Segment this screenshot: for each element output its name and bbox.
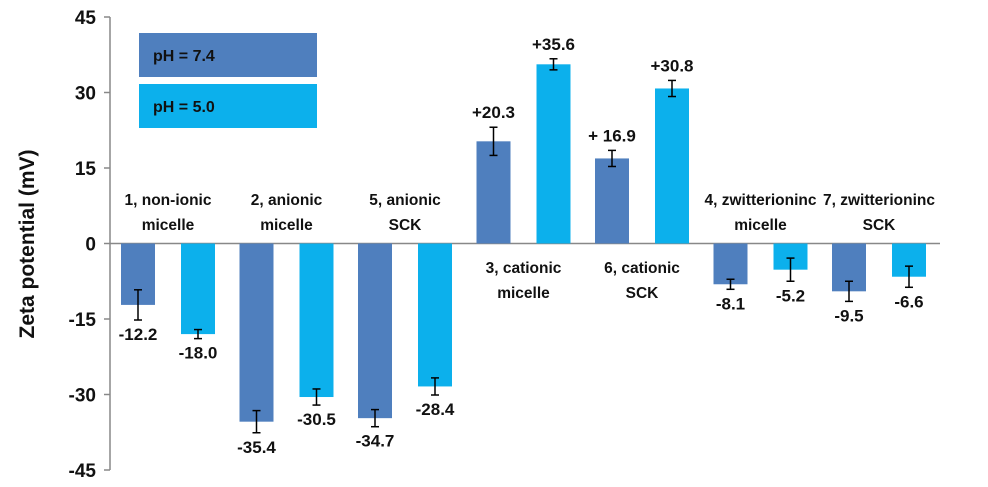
category-label: 2, anionic (251, 192, 323, 209)
bar (239, 243, 274, 422)
data-label: -5.2 (776, 286, 805, 305)
bar (713, 243, 748, 285)
data-label: -34.7 (356, 432, 395, 451)
data-label: -9.5 (834, 306, 863, 325)
bar (418, 243, 452, 387)
category-label: 4, zwitterioninc (705, 192, 817, 209)
y-tick-label: 30 (75, 84, 96, 105)
y-tick-label: -45 (69, 461, 97, 482)
data-label: -35.4 (237, 438, 276, 457)
legend-label: pH = 7.4 (153, 48, 215, 65)
data-label: -30.5 (297, 410, 336, 429)
y-tick-label: 0 (85, 235, 96, 256)
category-label: micelle (734, 217, 787, 234)
data-label: -6.6 (894, 292, 923, 311)
category-label: SCK (626, 285, 660, 302)
data-label: -8.1 (716, 294, 745, 313)
category-label: 7, zwitterioninc (823, 192, 935, 209)
y-tick-label: 45 (75, 8, 97, 29)
legend-swatch (139, 33, 317, 77)
bar (181, 243, 215, 335)
category-label: 5, anionic (369, 192, 441, 209)
data-label: +35.6 (532, 35, 575, 54)
category-label: 6, cationic (604, 260, 680, 277)
category-label: micelle (260, 217, 313, 234)
bar (299, 243, 334, 398)
category-label: SCK (863, 217, 897, 234)
axes: 45 30 15 0 -15 -30 -45 1, non-ionic micelle 2, an… (69, 8, 940, 482)
category-label: 1, non-ionic (125, 192, 212, 209)
category-label: micelle (497, 285, 550, 302)
legend: pH = 7.4 pH = 5.0 (139, 33, 317, 128)
bars: -12.2 -35.4 -34.7 +20.3 + 16.9 -8.1 -9.5 -18.0 -… (119, 35, 926, 457)
y-tick-label: -15 (69, 310, 97, 331)
data-label: +30.8 (650, 56, 693, 75)
legend-label: pH = 5.0 (153, 99, 215, 116)
y-tick-label: -30 (69, 386, 96, 407)
data-label: + 16.9 (588, 126, 636, 145)
category-label: micelle (142, 217, 195, 234)
data-label: -12.2 (119, 325, 158, 344)
data-label: -18.0 (179, 344, 218, 363)
bar (536, 64, 571, 244)
bar (358, 243, 392, 419)
bar (476, 141, 511, 244)
y-axis-label: Zeta potential (mV) (16, 149, 39, 338)
data-label: -28.4 (416, 400, 455, 419)
category-label: SCK (389, 217, 423, 234)
y-tick-label: 15 (75, 159, 97, 180)
bar (595, 158, 629, 244)
bar (655, 88, 689, 244)
data-label: +20.3 (472, 103, 515, 122)
category-label: 3, cationic (486, 260, 562, 277)
legend-swatch (139, 84, 317, 128)
